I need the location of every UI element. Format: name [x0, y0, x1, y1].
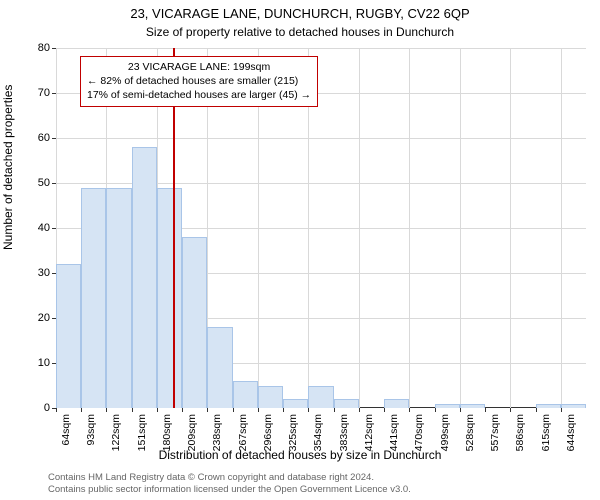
- histogram-bar: [561, 404, 586, 409]
- y-tick-label: 0: [44, 402, 50, 414]
- x-tick-label: 412sqm: [363, 414, 375, 451]
- annotation-box: 23 VICARAGE LANE: 199sqm← 82% of detache…: [80, 56, 318, 107]
- x-tick-label: 93sqm: [85, 414, 97, 446]
- y-tick-label: 60: [38, 132, 50, 144]
- property-size-chart: 23, VICARAGE LANE, DUNCHURCH, RUGBY, CV2…: [0, 0, 600, 500]
- x-tick-label: 441sqm: [388, 414, 400, 451]
- histogram-bar: [132, 147, 157, 408]
- y-axis-label: Number of detached properties: [1, 85, 15, 250]
- histogram-bar: [157, 188, 182, 409]
- y-tick-label: 50: [38, 177, 50, 189]
- histogram-bar: [233, 381, 258, 408]
- y-tick-label: 80: [38, 42, 50, 54]
- histogram-bar: [258, 386, 283, 409]
- x-tick-label: 64sqm: [60, 414, 72, 446]
- x-tick-label: 267sqm: [237, 414, 249, 451]
- chart-title: 23, VICARAGE LANE, DUNCHURCH, RUGBY, CV2…: [0, 6, 600, 21]
- attribution-line: Contains HM Land Registry data © Crown c…: [48, 472, 411, 484]
- x-tick-label: 325sqm: [287, 414, 299, 451]
- x-tick-label: 615sqm: [540, 414, 552, 451]
- x-tick-label: 296sqm: [262, 414, 274, 451]
- y-tick-label: 20: [38, 312, 50, 324]
- x-tick-label: 499sqm: [439, 414, 451, 451]
- plot-area: 0102030405060708064sqm93sqm122sqm151sqm1…: [56, 48, 586, 408]
- histogram-bar: [283, 399, 308, 408]
- x-tick-label: 238sqm: [211, 414, 223, 451]
- x-tick-label: 557sqm: [489, 414, 501, 451]
- attribution-text: Contains HM Land Registry data © Crown c…: [48, 472, 411, 496]
- histogram-bar: [207, 327, 232, 408]
- x-tick-label: 383sqm: [338, 414, 350, 451]
- histogram-bar: [106, 188, 131, 409]
- annotation-line: 23 VICARAGE LANE: 199sqm: [87, 60, 311, 74]
- histogram-bar: [334, 399, 359, 408]
- histogram-bar: [460, 404, 485, 409]
- x-tick-label: 470sqm: [413, 414, 425, 451]
- y-tick-label: 70: [38, 87, 50, 99]
- x-tick-label: 180sqm: [161, 414, 173, 451]
- x-tick-label: 644sqm: [565, 414, 577, 451]
- annotation-line: 17% of semi-detached houses are larger (…: [87, 88, 311, 102]
- histogram-bar: [81, 188, 106, 409]
- histogram-bar: [308, 386, 333, 409]
- histogram-bar: [56, 264, 81, 408]
- histogram-bar: [536, 404, 561, 409]
- annotation-line: ← 82% of detached houses are smaller (21…: [87, 74, 311, 88]
- x-tick-label: 209sqm: [186, 414, 198, 451]
- x-axis-label: Distribution of detached houses by size …: [0, 448, 600, 462]
- histogram-bar: [435, 404, 460, 409]
- attribution-line: Contains public sector information licen…: [48, 484, 411, 496]
- y-tick-label: 30: [38, 267, 50, 279]
- x-tick-label: 151sqm: [136, 414, 148, 451]
- chart-subtitle: Size of property relative to detached ho…: [0, 25, 600, 39]
- x-tick-label: 528sqm: [464, 414, 476, 451]
- histogram-bar: [384, 399, 409, 408]
- histogram-bar: [182, 237, 207, 408]
- x-tick-label: 122sqm: [110, 414, 122, 451]
- x-tick-label: 354sqm: [312, 414, 324, 451]
- y-tick-label: 10: [38, 357, 50, 369]
- x-tick-label: 586sqm: [514, 414, 526, 451]
- y-tick-label: 40: [38, 222, 50, 234]
